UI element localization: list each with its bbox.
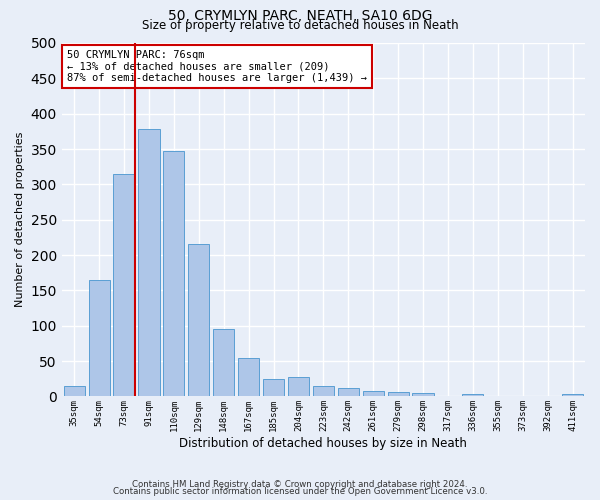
Bar	[263, 378, 284, 396]
Bar	[388, 392, 409, 396]
Bar	[139, 129, 160, 396]
Bar	[238, 358, 259, 397]
Text: 50 CRYMLYN PARC: 76sqm
← 13% of detached houses are smaller (209)
87% of semi-de: 50 CRYMLYN PARC: 76sqm ← 13% of detached…	[67, 50, 367, 84]
Bar	[338, 388, 359, 396]
X-axis label: Distribution of detached houses by size in Neath: Distribution of detached houses by size …	[179, 437, 467, 450]
Bar	[288, 376, 309, 396]
Bar	[188, 244, 209, 396]
Bar	[64, 386, 85, 396]
Bar	[412, 393, 434, 396]
Text: Contains HM Land Registry data © Crown copyright and database right 2024.: Contains HM Land Registry data © Crown c…	[132, 480, 468, 489]
Text: Size of property relative to detached houses in Neath: Size of property relative to detached ho…	[142, 19, 458, 32]
Text: Contains public sector information licensed under the Open Government Licence v3: Contains public sector information licen…	[113, 487, 487, 496]
Bar	[562, 394, 583, 396]
Bar	[113, 174, 134, 396]
Bar	[462, 394, 484, 396]
Bar	[163, 151, 184, 396]
Bar	[313, 386, 334, 396]
Bar	[362, 392, 384, 396]
Text: 50, CRYMLYN PARC, NEATH, SA10 6DG: 50, CRYMLYN PARC, NEATH, SA10 6DG	[168, 9, 432, 23]
Y-axis label: Number of detached properties: Number of detached properties	[15, 132, 25, 308]
Bar	[213, 330, 235, 396]
Bar	[89, 280, 110, 396]
